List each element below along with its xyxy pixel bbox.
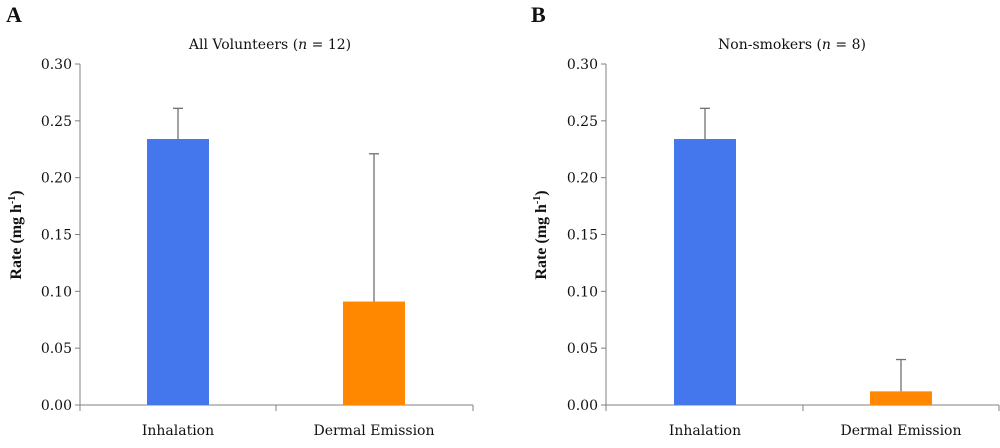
- y-tick-label: 0.15: [567, 228, 598, 244]
- bar-inhalation: [147, 139, 209, 405]
- bars: [674, 139, 932, 405]
- x-category-label: Dermal Emission: [840, 423, 961, 439]
- panel-letter: B: [531, 2, 546, 27]
- y-axis-label: Rate (mg h-1): [7, 190, 25, 279]
- y-tick-label: 0.25: [567, 114, 598, 130]
- axes: [605, 64, 1000, 411]
- x-category-label: Inhalation: [142, 423, 214, 439]
- bar-inhalation: [674, 139, 736, 405]
- y-axis-ticks: 0.00 0.05 0.10 0.15 0.20 0.25 0.30: [567, 57, 606, 414]
- bar-dermal-emission: [870, 391, 932, 405]
- bar-dermal-emission: [343, 301, 405, 405]
- chart-title: All Volunteers (n = 12): [188, 37, 351, 53]
- y-tick-label: 0.20: [567, 171, 598, 187]
- y-tick-label: 0.15: [41, 228, 72, 244]
- x-axis-categories: Inhalation Dermal Emission: [142, 423, 435, 439]
- chart-title: Non-smokers (n = 8): [718, 37, 866, 53]
- y-tick-label: 0.20: [41, 171, 72, 187]
- y-tick-label: 0.05: [41, 341, 72, 357]
- y-axis-label: Rate (mg h-1): [532, 190, 550, 279]
- y-tick-label: 0.00: [567, 398, 598, 414]
- axes: [79, 64, 474, 411]
- y-tick-label: 0.10: [567, 284, 598, 300]
- bars: [147, 139, 405, 405]
- y-axis-ticks: 0.00 0.05 0.10 0.15 0.20 0.25 0.30: [41, 57, 80, 414]
- panel-letter: A: [6, 2, 22, 27]
- error-bars: [700, 107, 906, 392]
- error-bars: [173, 107, 379, 302]
- y-tick-label: 0.10: [41, 284, 72, 300]
- y-tick-label: 0.05: [567, 341, 598, 357]
- y-tick-label: 0.30: [567, 57, 598, 73]
- x-axis-categories: Inhalation Dermal Emission: [669, 423, 962, 439]
- y-tick-label: 0.25: [41, 114, 72, 130]
- x-category-label: Inhalation: [669, 423, 741, 439]
- x-category-label: Dermal Emission: [313, 423, 434, 439]
- panel-a: A All Volunteers (n = 12) Rate (mg h-1) …: [6, 2, 474, 439]
- panel-b: B Non-smokers (n = 8) Rate (mg h-1) 0.00…: [531, 2, 1000, 439]
- y-tick-label: 0.00: [41, 398, 72, 414]
- y-tick-label: 0.30: [41, 57, 72, 73]
